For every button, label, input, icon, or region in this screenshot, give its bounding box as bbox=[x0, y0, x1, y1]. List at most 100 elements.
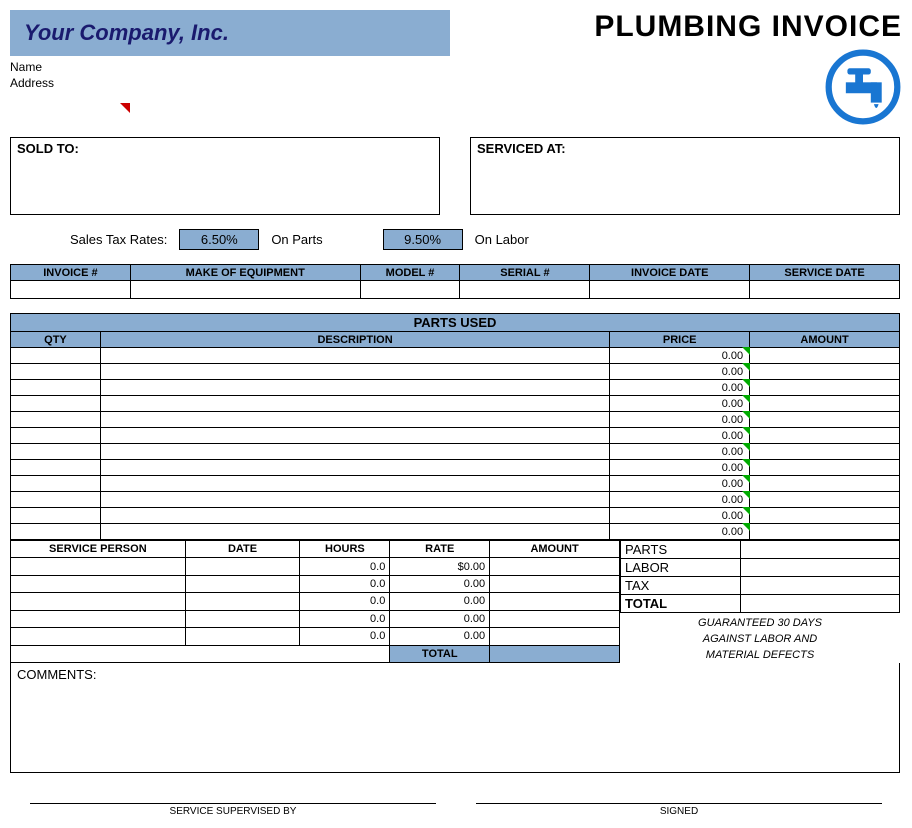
parts-qty-cell[interactable] bbox=[11, 348, 101, 364]
service-cell[interactable] bbox=[11, 575, 186, 592]
service-cell[interactable] bbox=[11, 593, 186, 610]
sold-to-box[interactable]: SOLD TO: bbox=[10, 137, 440, 215]
parts-price-cell[interactable]: 0.00 bbox=[610, 476, 750, 492]
parts-amount-cell[interactable] bbox=[750, 412, 900, 428]
parts-price-cell[interactable]: 0.00 bbox=[610, 412, 750, 428]
service-cell[interactable]: 0.00 bbox=[390, 628, 490, 645]
invoice-title: PLUMBING INVOICE bbox=[450, 10, 902, 44]
service-cell[interactable] bbox=[490, 628, 620, 645]
parts-qty-cell[interactable] bbox=[11, 364, 101, 380]
table-row: 0.00 bbox=[11, 412, 900, 428]
service-cell[interactable] bbox=[11, 628, 186, 645]
parts-qty-cell[interactable] bbox=[11, 476, 101, 492]
meta-cell[interactable] bbox=[360, 281, 460, 299]
parts-amount-cell[interactable] bbox=[750, 444, 900, 460]
comments-label: COMMENTS: bbox=[17, 667, 96, 682]
service-cell[interactable]: 0.00 bbox=[390, 575, 490, 592]
service-cell[interactable]: 0.0 bbox=[300, 558, 390, 575]
parts-desc-cell[interactable] bbox=[100, 492, 609, 508]
parts-desc-cell[interactable] bbox=[100, 444, 609, 460]
parts-qty-cell[interactable] bbox=[11, 524, 101, 540]
parts-desc-cell[interactable] bbox=[100, 508, 609, 524]
parts-price-cell[interactable]: 0.00 bbox=[610, 524, 750, 540]
name-label: Name bbox=[10, 60, 450, 76]
table-row: 0.00 bbox=[11, 396, 900, 412]
meta-cell[interactable] bbox=[11, 281, 131, 299]
parts-amount-cell[interactable] bbox=[750, 396, 900, 412]
serviced-at-box[interactable]: SERVICED AT: bbox=[470, 137, 900, 215]
tax-rates-label: Sales Tax Rates: bbox=[70, 232, 167, 247]
meta-cell[interactable] bbox=[750, 281, 900, 299]
service-cell[interactable] bbox=[490, 593, 620, 610]
meta-header: INVOICE # bbox=[11, 265, 131, 281]
service-cell[interactable] bbox=[11, 610, 186, 627]
service-cell[interactable]: $0.00 bbox=[390, 558, 490, 575]
service-cell[interactable]: 0.0 bbox=[300, 628, 390, 645]
service-cell[interactable] bbox=[185, 558, 300, 575]
parts-amount-cell[interactable] bbox=[750, 364, 900, 380]
parts-desc-cell[interactable] bbox=[100, 412, 609, 428]
service-cell[interactable] bbox=[185, 575, 300, 592]
service-cell[interactable]: 0.0 bbox=[300, 610, 390, 627]
table-row: 0.00 bbox=[11, 524, 900, 540]
service-cell[interactable] bbox=[490, 558, 620, 575]
parts-desc-cell[interactable] bbox=[100, 396, 609, 412]
parts-amount-cell[interactable] bbox=[750, 380, 900, 396]
parts-price-cell[interactable]: 0.00 bbox=[610, 508, 750, 524]
service-cell[interactable] bbox=[185, 610, 300, 627]
parts-price-cell[interactable]: 0.00 bbox=[610, 444, 750, 460]
parts-amount-cell[interactable] bbox=[750, 428, 900, 444]
parts-header: QTY bbox=[11, 332, 101, 348]
parts-qty-cell[interactable] bbox=[11, 460, 101, 476]
parts-qty-cell[interactable] bbox=[11, 380, 101, 396]
parts-price-cell[interactable]: 0.00 bbox=[610, 428, 750, 444]
service-total-value bbox=[490, 645, 620, 662]
totals-value bbox=[741, 595, 900, 613]
parts-amount-cell[interactable] bbox=[750, 508, 900, 524]
parts-price-cell[interactable]: 0.00 bbox=[610, 396, 750, 412]
comments-box[interactable]: COMMENTS: bbox=[10, 663, 900, 773]
parts-qty-cell[interactable] bbox=[11, 444, 101, 460]
parts-price-cell[interactable]: 0.00 bbox=[610, 380, 750, 396]
service-cell[interactable]: 0.0 bbox=[300, 575, 390, 592]
parts-amount-cell[interactable] bbox=[750, 524, 900, 540]
service-cell[interactable] bbox=[185, 628, 300, 645]
parts-desc-cell[interactable] bbox=[100, 524, 609, 540]
service-cell[interactable]: 0.00 bbox=[390, 610, 490, 627]
meta-cell[interactable] bbox=[130, 281, 360, 299]
parts-amount-cell[interactable] bbox=[750, 492, 900, 508]
parts-qty-cell[interactable] bbox=[11, 428, 101, 444]
tax-labor-value[interactable]: 9.50% bbox=[383, 229, 463, 250]
parts-desc-cell[interactable] bbox=[100, 348, 609, 364]
parts-qty-cell[interactable] bbox=[11, 412, 101, 428]
signed-signature: SIGNED bbox=[476, 803, 882, 817]
meta-cell[interactable] bbox=[590, 281, 750, 299]
parts-amount-cell[interactable] bbox=[750, 460, 900, 476]
parts-desc-cell[interactable] bbox=[100, 364, 609, 380]
parts-desc-cell[interactable] bbox=[100, 460, 609, 476]
service-cell[interactable] bbox=[490, 575, 620, 592]
parts-price-cell[interactable]: 0.00 bbox=[610, 460, 750, 476]
table-row: 0.00 bbox=[11, 492, 900, 508]
meta-cell[interactable] bbox=[460, 281, 590, 299]
parts-qty-cell[interactable] bbox=[11, 492, 101, 508]
parts-desc-cell[interactable] bbox=[100, 380, 609, 396]
address-block: Name Address bbox=[10, 60, 450, 91]
table-row: 0.00 bbox=[11, 444, 900, 460]
parts-price-cell[interactable]: 0.00 bbox=[610, 348, 750, 364]
service-cell[interactable]: 0.0 bbox=[300, 593, 390, 610]
parts-amount-cell[interactable] bbox=[750, 348, 900, 364]
parts-price-cell[interactable]: 0.00 bbox=[610, 364, 750, 380]
service-cell[interactable] bbox=[490, 610, 620, 627]
parts-price-cell[interactable]: 0.00 bbox=[610, 492, 750, 508]
parts-amount-cell[interactable] bbox=[750, 476, 900, 492]
table-row: 0.00 bbox=[11, 428, 900, 444]
tax-parts-value[interactable]: 6.50% bbox=[179, 229, 259, 250]
parts-qty-cell[interactable] bbox=[11, 396, 101, 412]
service-cell[interactable] bbox=[185, 593, 300, 610]
service-cell[interactable] bbox=[11, 558, 186, 575]
service-cell[interactable]: 0.00 bbox=[390, 593, 490, 610]
parts-desc-cell[interactable] bbox=[100, 476, 609, 492]
parts-qty-cell[interactable] bbox=[11, 508, 101, 524]
parts-desc-cell[interactable] bbox=[100, 428, 609, 444]
